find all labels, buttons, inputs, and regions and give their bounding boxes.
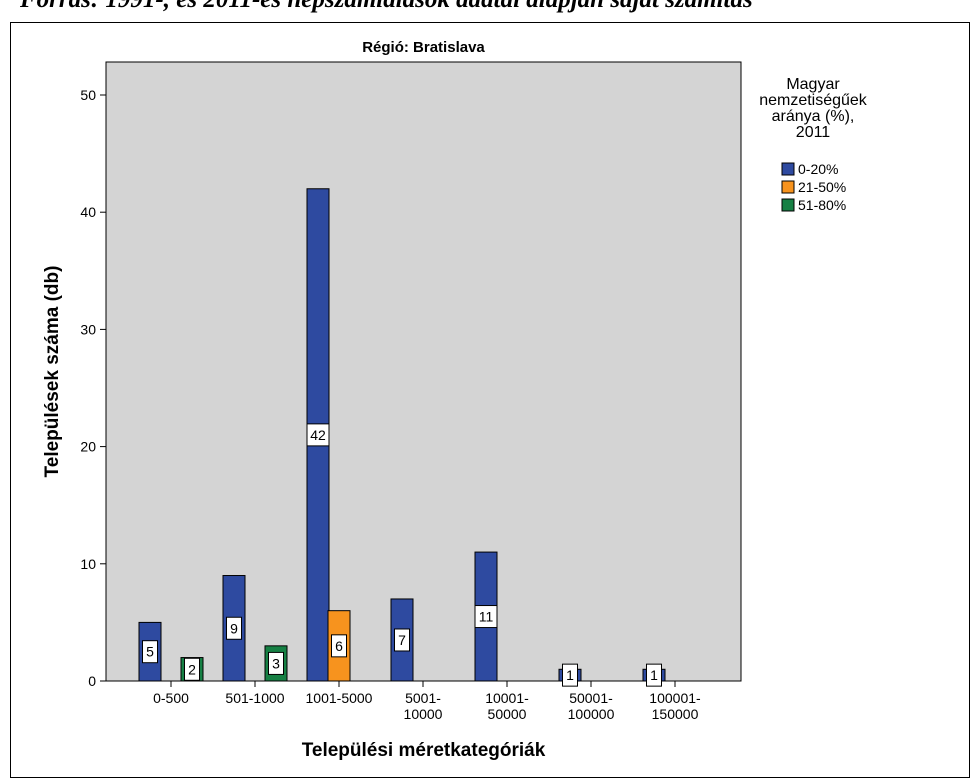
x-axis-title: Települési méretkategóriák [302, 740, 546, 761]
x-tick-label: 0-500 [153, 690, 189, 706]
data-label-box [142, 640, 158, 664]
legend-label: 51-80% [798, 197, 846, 213]
x-tick-label: 10000 [404, 706, 443, 722]
data-label: 7 [398, 632, 406, 648]
x-tick-label: 150000 [652, 706, 699, 722]
data-label: 3 [272, 655, 280, 671]
data-label-box [646, 663, 662, 687]
y-tick-label: 20 [80, 439, 96, 455]
x-tick-label: 5001- [405, 690, 441, 706]
legend-title: aránya (%), [772, 108, 855, 125]
data-label: 5 [146, 644, 154, 660]
data-label: 1 [650, 667, 658, 683]
y-tick-label: 0 [88, 673, 96, 689]
y-tick-label: 40 [80, 204, 96, 220]
data-label-box [474, 605, 498, 629]
plot-area [105, 61, 742, 682]
data-label-box [562, 663, 578, 687]
legend-swatch [781, 180, 795, 194]
legend-title: 2011 [796, 124, 831, 141]
y-axis-title: Települések száma (db) [42, 266, 63, 478]
x-tick-label: 100001- [649, 690, 701, 706]
legend-title: Magyar [786, 76, 840, 93]
legend-label: 0-20% [798, 161, 838, 177]
x-tick-label: 10001- [485, 690, 529, 706]
x-tick-label: 1001-5000 [306, 690, 373, 706]
legend-title: nemzetiségűek [759, 92, 868, 109]
chart-title: Régió: Bratislava [362, 39, 485, 56]
data-label-box [268, 651, 284, 675]
y-tick-label: 10 [80, 556, 96, 572]
data-label: 6 [335, 638, 343, 654]
data-label-box [394, 628, 410, 652]
data-label-box [184, 657, 200, 681]
legend-swatch [781, 198, 795, 212]
data-label: 2 [188, 661, 196, 677]
data-label: 1 [566, 667, 574, 683]
x-tick-label: 501-1000 [225, 690, 284, 706]
legend-swatch [781, 162, 795, 176]
x-tick-label: 100000 [568, 706, 615, 722]
y-tick-label: 50 [80, 87, 96, 103]
y-tick-label: 30 [80, 321, 96, 337]
data-label-box [306, 423, 330, 447]
x-tick-label: 50001- [569, 690, 613, 706]
data-label: 42 [310, 427, 326, 443]
x-tick-label: 50000 [488, 706, 527, 722]
data-label-box [331, 634, 347, 658]
data-label: 9 [230, 620, 238, 636]
data-label-box [226, 616, 242, 640]
figure-caption: Forrás: 1991-, és 2011-es népszámlálások… [20, 0, 753, 14]
legend-label: 21-50% [798, 179, 846, 195]
data-label: 11 [479, 609, 494, 625]
